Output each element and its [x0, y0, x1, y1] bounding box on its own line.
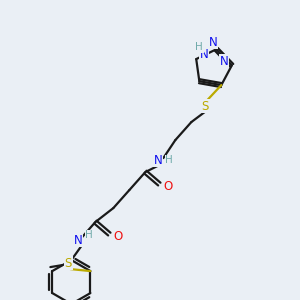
Text: N: N	[154, 154, 163, 166]
Text: N: N	[209, 36, 218, 49]
Text: H: H	[195, 42, 203, 52]
Text: O: O	[114, 230, 123, 243]
Text: S: S	[65, 256, 72, 270]
Text: N: N	[219, 55, 228, 68]
Text: S: S	[202, 100, 209, 112]
Text: O: O	[164, 180, 173, 193]
Text: N: N	[200, 48, 208, 61]
Text: H: H	[85, 230, 93, 240]
Text: H: H	[166, 155, 173, 165]
Text: N: N	[74, 234, 83, 247]
